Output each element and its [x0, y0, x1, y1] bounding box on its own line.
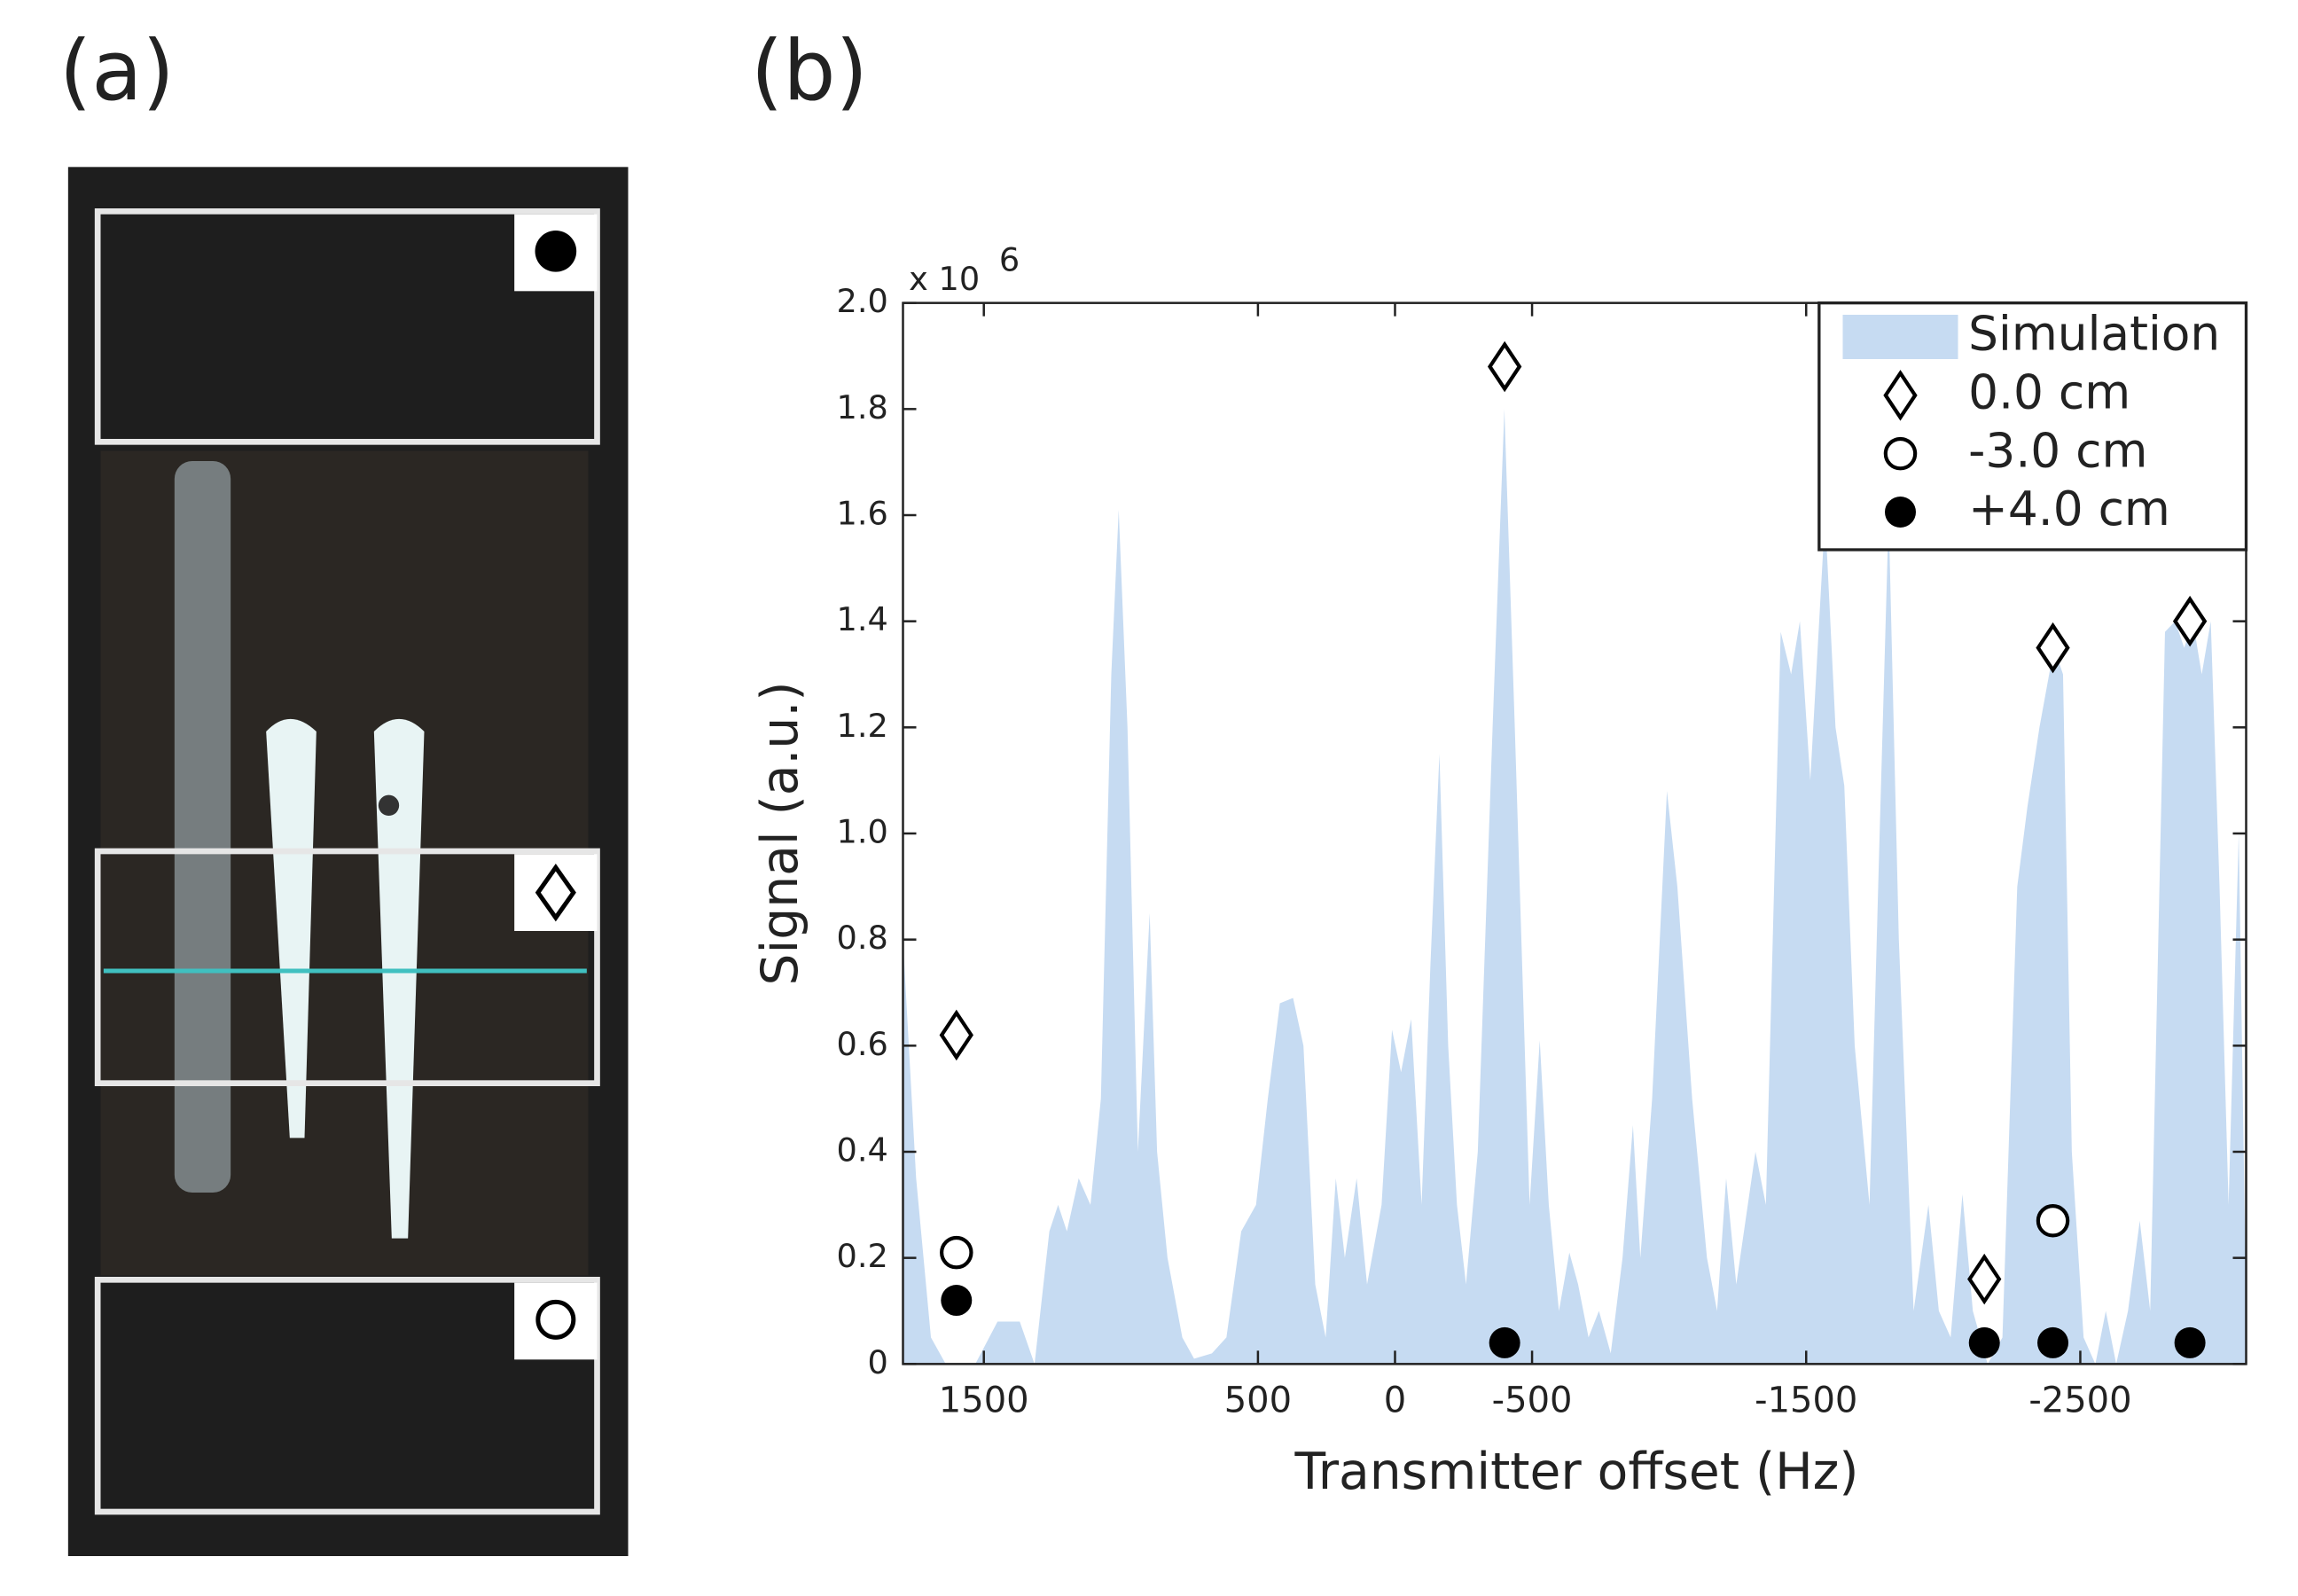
x-tick-label: 1500	[939, 1381, 1029, 1421]
y-tick-label: 1.0	[837, 813, 888, 851]
marker-diamond	[2172, 595, 2208, 647]
roi-box	[94, 848, 600, 1087]
y-tick-label: 0.8	[837, 919, 888, 957]
y-tick-label: 0	[868, 1343, 888, 1381]
panel-label: (a)	[59, 23, 175, 120]
x-tick-label: -1500	[1755, 1381, 1857, 1421]
plot: 0 0.2 0.4 0.6 0.8 1.0 1.2 1.4 1.6 1.8 2.0 1500 500 0 -…	[837, 282, 2248, 1421]
marker-filled-circle	[1489, 1326, 1520, 1358]
legend-swatch	[1842, 315, 1958, 359]
y-axis-label: Signal (a.u.)	[751, 682, 809, 986]
marker-diamond	[1883, 370, 1918, 421]
symbol	[535, 863, 576, 922]
marker-circle	[940, 1235, 973, 1270]
marker-circle	[1883, 436, 1918, 471]
marker-circle	[2036, 1204, 2070, 1238]
phantom-tube	[266, 718, 317, 1138]
y-tick-label: 0.4	[837, 1131, 888, 1170]
y-tick-label: 1.2	[837, 707, 888, 745]
bubble	[378, 794, 400, 816]
x-axis-label: Transmitter offset (Hz)	[1294, 1443, 1858, 1501]
y-tick-label: 2.0	[837, 282, 888, 320]
y-tick-label: 0.6	[837, 1025, 888, 1063]
marker-diamond	[1967, 1253, 2002, 1305]
y-tick-label: 1.8	[837, 388, 888, 426]
marker-filled-circle	[2174, 1326, 2206, 1358]
marker-diamond	[1487, 340, 1522, 393]
symbol-box	[514, 1282, 598, 1360]
phantom-tube	[174, 461, 231, 1193]
legend-label: Simulation	[1968, 306, 2220, 362]
roi-box	[94, 1277, 600, 1515]
legend-label: -3.0 cm	[1968, 422, 2147, 478]
x-tick-label: 500	[1224, 1381, 1292, 1421]
y-tick-label: 1.4	[837, 600, 888, 638]
roi-box	[94, 208, 600, 445]
y-tick-label: 0.2	[837, 1237, 888, 1275]
marker-diamond	[939, 1009, 973, 1061]
y-exponent: 6	[999, 241, 1020, 279]
symbol	[535, 231, 577, 272]
symbol	[535, 1299, 576, 1340]
y-exponent-base: x 10	[909, 260, 980, 298]
mri-image	[67, 167, 629, 1556]
panel-label: (b)	[751, 23, 868, 120]
legend-label: +4.0 cm	[1968, 481, 2170, 536]
marker-diamond	[2036, 622, 2070, 674]
x-tick-label: -2500	[2028, 1381, 2131, 1421]
y-tick-label: 1.6	[837, 495, 888, 533]
x-tick-label: -500	[1492, 1381, 1573, 1421]
marker-filled-circle	[2037, 1326, 2069, 1358]
legend-label: 0.0 cm	[1968, 364, 2130, 419]
x-tick-label: 0	[1384, 1381, 1406, 1421]
marker-filled-circle	[941, 1285, 973, 1317]
marker-filled-circle	[1968, 1326, 2000, 1358]
marker-filled-circle	[1885, 497, 1916, 528]
